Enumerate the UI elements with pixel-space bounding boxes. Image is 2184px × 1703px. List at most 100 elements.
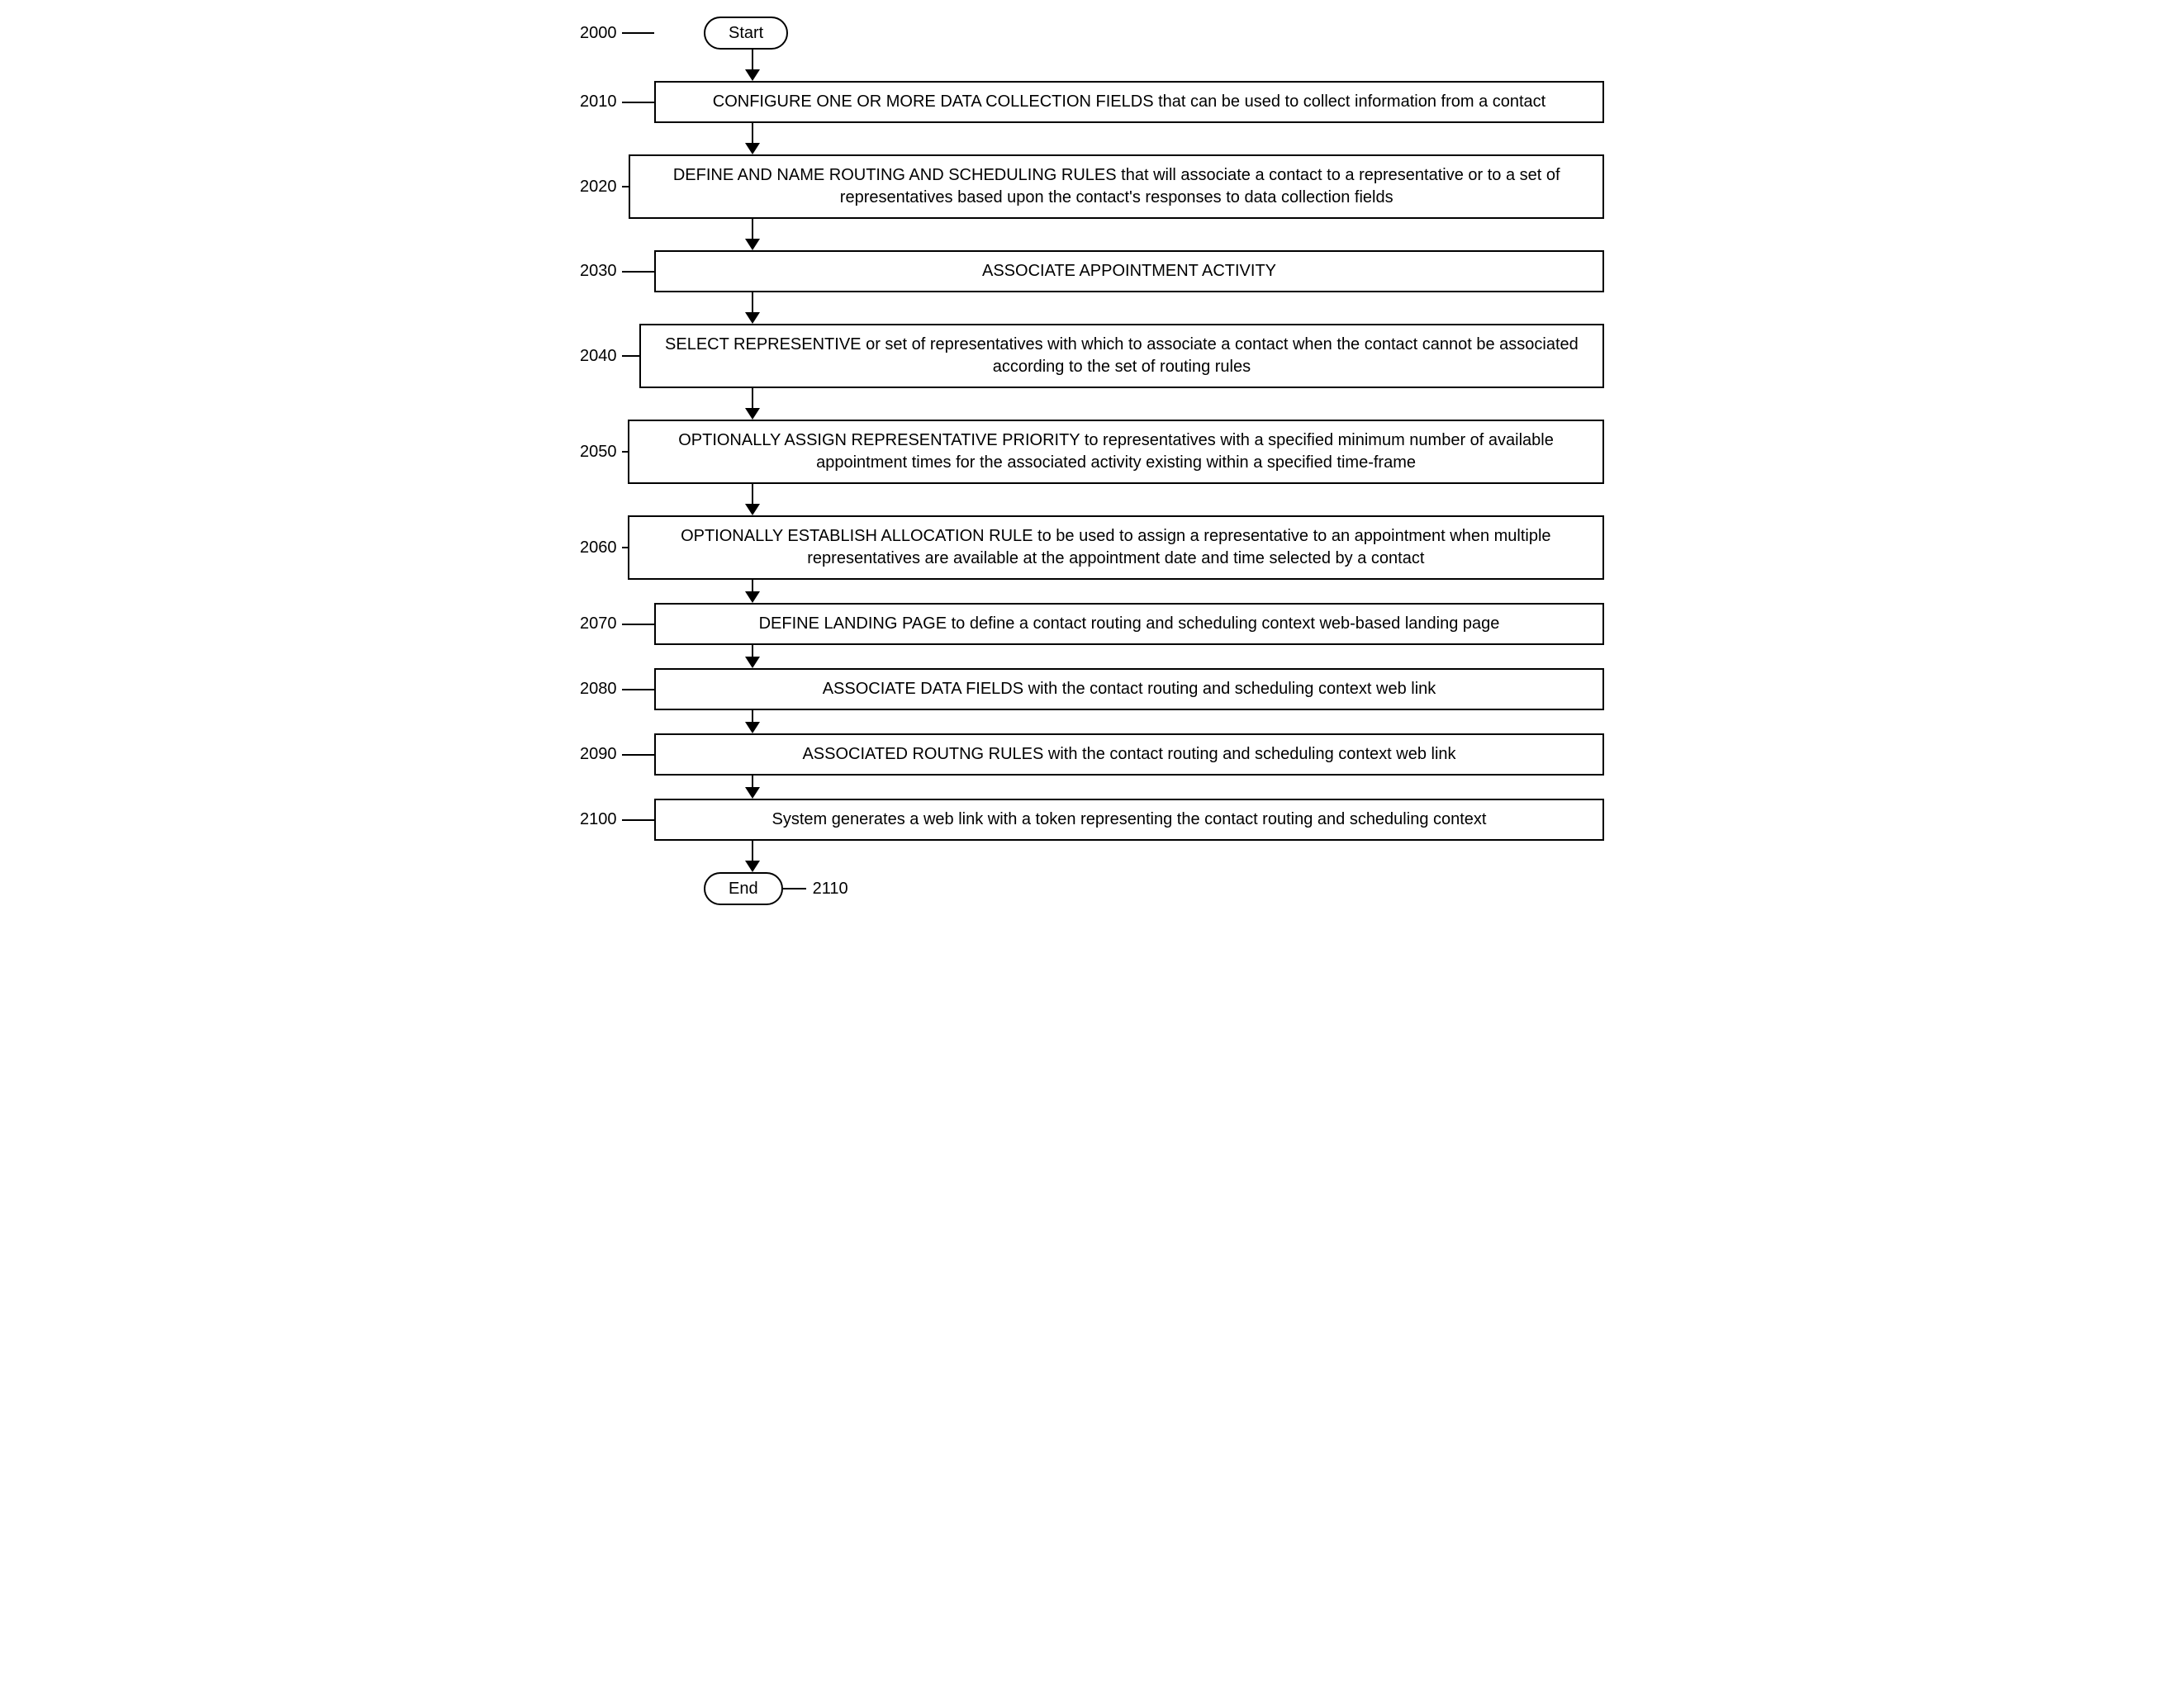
ref-column: 2020 xyxy=(580,178,629,197)
arrow-head-icon xyxy=(745,591,760,603)
flow-row: 2070 DEFINE LANDING PAGE to define a cont… xyxy=(580,603,1604,645)
arrow-shaft xyxy=(752,219,753,239)
ref-number: 2000 xyxy=(580,24,617,43)
flow-arrow xyxy=(580,292,1604,324)
lead-line xyxy=(622,32,655,34)
content-column: ASSOCIATED ROUTNG RULES with the contact… xyxy=(654,733,1604,776)
arrow-head-icon xyxy=(745,239,760,250)
arrow-head-icon xyxy=(745,861,760,872)
arrow-shaft xyxy=(752,841,753,861)
flow-row: 2080 ASSOCIATE DATA FIELDS with the conta… xyxy=(580,668,1604,710)
flow-row: 2010 CONFIGURE ONE OR MORE DATA COLLECTIO… xyxy=(580,81,1604,123)
flow-arrow xyxy=(580,580,1604,603)
content-column: OPTIONALLY ESTABLISH ALLOCATION RULE to … xyxy=(628,515,1604,580)
flowchart-container: 2000 Start 2010 CONFIGURE ONE OR MORE DATA … xyxy=(580,17,1604,905)
arrow-head-icon xyxy=(745,504,760,515)
lead-line xyxy=(622,547,628,548)
ref-number: 2090 xyxy=(580,745,617,764)
flow-row: End2110 xyxy=(580,872,1604,905)
lead-line xyxy=(783,888,806,889)
lead-line xyxy=(622,186,629,187)
lead-line xyxy=(622,689,655,690)
ref-column: 2030 xyxy=(580,262,654,281)
flow-row: 2050 OPTIONALLY ASSIGN REPRESENTATIVE PRI… xyxy=(580,420,1604,484)
flow-arrow xyxy=(580,484,1604,515)
ref-column: 2040 xyxy=(580,347,639,366)
process-node: OPTIONALLY ASSIGN REPRESENTATIVE PRIORIT… xyxy=(628,420,1604,484)
flow-arrow xyxy=(580,710,1604,733)
ref-number: 2060 xyxy=(580,538,617,557)
process-node: CONFIGURE ONE OR MORE DATA COLLECTION FI… xyxy=(654,81,1604,123)
lead-line xyxy=(622,451,629,453)
lead-line xyxy=(622,271,655,273)
ref-number: 2080 xyxy=(580,680,617,699)
content-column: SELECT REPRESENTIVE or set of representa… xyxy=(639,324,1604,388)
ref-number: 2050 xyxy=(580,443,617,462)
ref-column: 2000 xyxy=(580,24,654,43)
flow-arrow xyxy=(580,123,1604,154)
content-column: Start xyxy=(654,17,1604,50)
arrow-head-icon xyxy=(745,787,760,799)
content-column: ASSOCIATE APPOINTMENT ACTIVITY xyxy=(654,250,1604,292)
arrow-head-icon xyxy=(745,408,760,420)
process-node: SELECT REPRESENTIVE or set of representa… xyxy=(639,324,1604,388)
content-column: System generates a web link with a token… xyxy=(654,799,1604,841)
ref-column: 2060 xyxy=(580,538,628,557)
arrow-shaft xyxy=(752,484,753,504)
ref-column: 2090 xyxy=(580,745,654,764)
arrow-head-icon xyxy=(745,143,760,154)
arrow-shaft xyxy=(752,580,753,591)
lead-line xyxy=(622,102,655,103)
ref-column: 2100 xyxy=(580,810,654,829)
arrow-head-icon xyxy=(745,69,760,81)
flow-row: 2090 ASSOCIATED ROUTNG RULES with the con… xyxy=(580,733,1604,776)
process-node: DEFINE LANDING PAGE to define a contact … xyxy=(654,603,1604,645)
arrow-shaft xyxy=(752,645,753,657)
arrow-head-icon xyxy=(745,657,760,668)
flow-arrow xyxy=(580,776,1604,799)
lead-line xyxy=(622,624,655,625)
terminator-node: End xyxy=(704,872,783,905)
process-node: ASSOCIATE DATA FIELDS with the contact r… xyxy=(654,668,1604,710)
flow-arrow xyxy=(580,388,1604,420)
lead-line xyxy=(622,819,655,821)
ref-number: 2010 xyxy=(580,93,617,111)
ref-number: 2070 xyxy=(580,614,617,633)
arrow-shaft xyxy=(752,50,753,69)
flow-arrow xyxy=(580,645,1604,668)
ref-number: 2100 xyxy=(580,810,617,829)
ref-number: 2030 xyxy=(580,262,617,281)
flow-row: 2040 SELECT REPRESENTIVE or set of repres… xyxy=(580,324,1604,388)
ref-column: 2080 xyxy=(580,680,654,699)
ref-column: 2070 xyxy=(580,614,654,633)
process-node: DEFINE AND NAME ROUTING AND SCHEDULING R… xyxy=(629,154,1604,219)
ref-number: 2040 xyxy=(580,347,617,366)
arrow-shaft xyxy=(752,710,753,722)
arrow-shaft xyxy=(752,292,753,312)
lead-line xyxy=(622,754,655,756)
arrow-shaft xyxy=(752,388,753,408)
flow-row: 2000 Start xyxy=(580,17,1604,50)
flow-row: 2020 DEFINE AND NAME ROUTING AND SCHEDULI… xyxy=(580,154,1604,219)
ref-number: 2020 xyxy=(580,178,617,197)
ref-column: 2010 xyxy=(580,93,654,111)
process-node: ASSOCIATE APPOINTMENT ACTIVITY xyxy=(654,250,1604,292)
flow-row: 2030 ASSOCIATE APPOINTMENT ACTIVITY xyxy=(580,250,1604,292)
content-column: CONFIGURE ONE OR MORE DATA COLLECTION FI… xyxy=(654,81,1604,123)
terminator-wrapper: End2110 xyxy=(704,872,848,905)
flow-row: 2060 OPTIONALLY ESTABLISH ALLOCATION RULE… xyxy=(580,515,1604,580)
content-column: DEFINE AND NAME ROUTING AND SCHEDULING R… xyxy=(629,154,1604,219)
lead-line xyxy=(622,355,639,357)
content-column: End2110 xyxy=(654,872,1604,905)
process-node: System generates a web link with a token… xyxy=(654,799,1604,841)
flow-arrow xyxy=(580,841,1604,872)
content-column: DEFINE LANDING PAGE to define a contact … xyxy=(654,603,1604,645)
terminator-node: Start xyxy=(704,17,788,50)
flow-arrow xyxy=(580,219,1604,250)
arrow-shaft xyxy=(752,776,753,787)
process-node: ASSOCIATED ROUTNG RULES with the contact… xyxy=(654,733,1604,776)
ref-column: 2050 xyxy=(580,443,628,462)
flow-arrow xyxy=(580,50,1604,81)
process-node: OPTIONALLY ESTABLISH ALLOCATION RULE to … xyxy=(628,515,1604,580)
arrow-head-icon xyxy=(745,312,760,324)
